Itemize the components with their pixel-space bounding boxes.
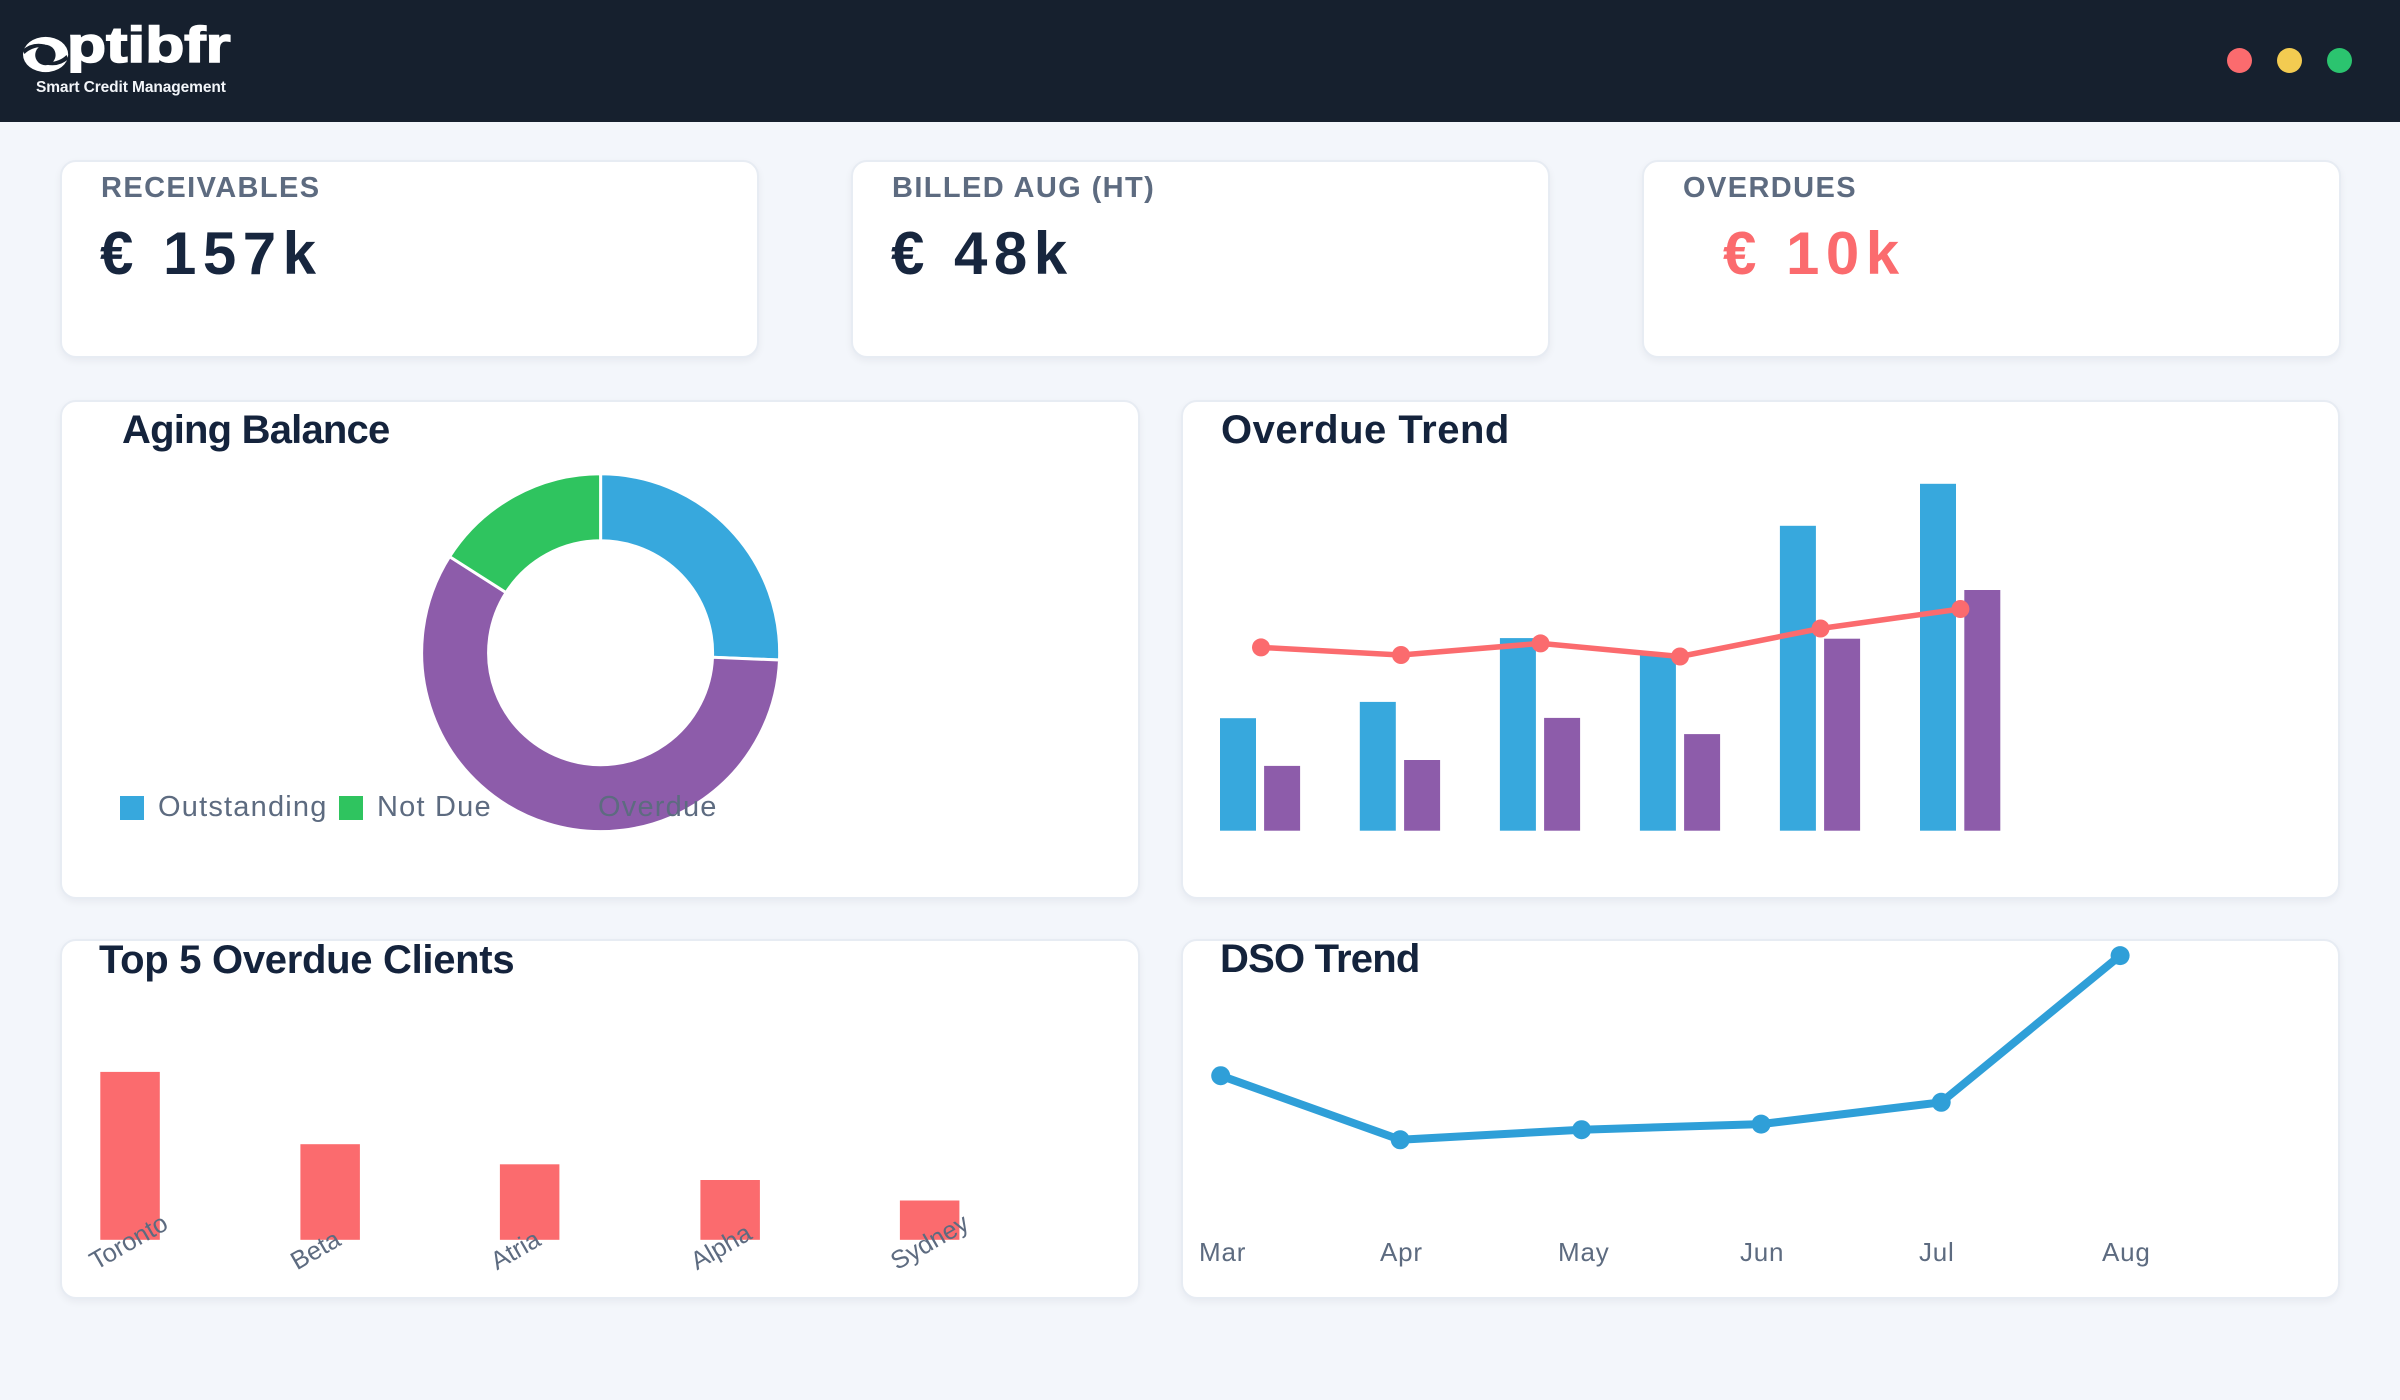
svg-text:Sydney: Sydney xyxy=(886,1209,974,1276)
svg-text:Atria: Atria xyxy=(486,1225,546,1276)
svg-text:Toronto: Toronto xyxy=(85,1209,173,1276)
svg-text:Alpha: Alpha xyxy=(686,1218,757,1275)
svg-text:Beta: Beta xyxy=(286,1225,346,1276)
